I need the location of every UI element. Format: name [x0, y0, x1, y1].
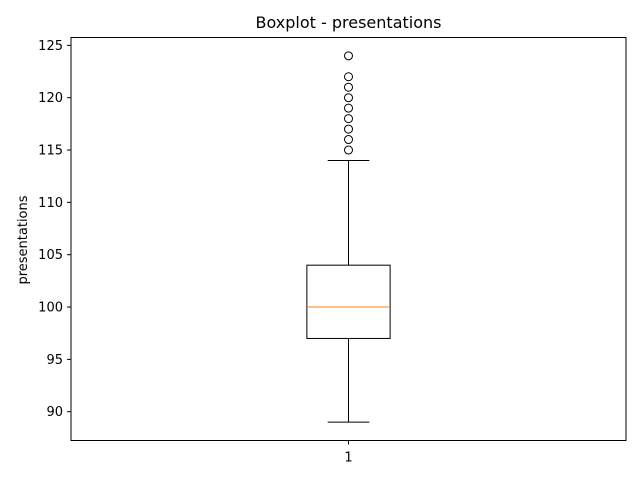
y-tick-label: 100: [38, 301, 63, 316]
y-axis-label: presentations: [16, 195, 31, 284]
x-axis: 1: [344, 440, 353, 466]
outlier-point: [344, 103, 353, 113]
outlier-point: [344, 124, 353, 134]
y-tick-label: 95: [46, 353, 63, 368]
x-tick-label: 1: [344, 451, 352, 466]
outlier-point: [344, 135, 353, 145]
outlier-point: [344, 82, 353, 92]
outlier-point: [344, 51, 353, 61]
outlier-point: [344, 72, 353, 82]
y-tick-label: 120: [38, 91, 63, 106]
y-axis: 90 95 100 105 110 115 120 125: [38, 39, 71, 420]
outlier-point: [344, 145, 353, 155]
outlier-point: [344, 114, 353, 124]
y-tick-label: 110: [38, 196, 63, 211]
y-tick-label: 105: [38, 248, 63, 263]
y-tick-label: 125: [38, 39, 63, 54]
outlier-point: [344, 93, 353, 103]
y-tick-label: 115: [38, 144, 63, 159]
y-tick-label: 90: [46, 405, 63, 420]
chart-title: Boxplot - presentations: [256, 13, 442, 32]
iqr-box: [306, 264, 391, 339]
box-group: [306, 51, 391, 423]
